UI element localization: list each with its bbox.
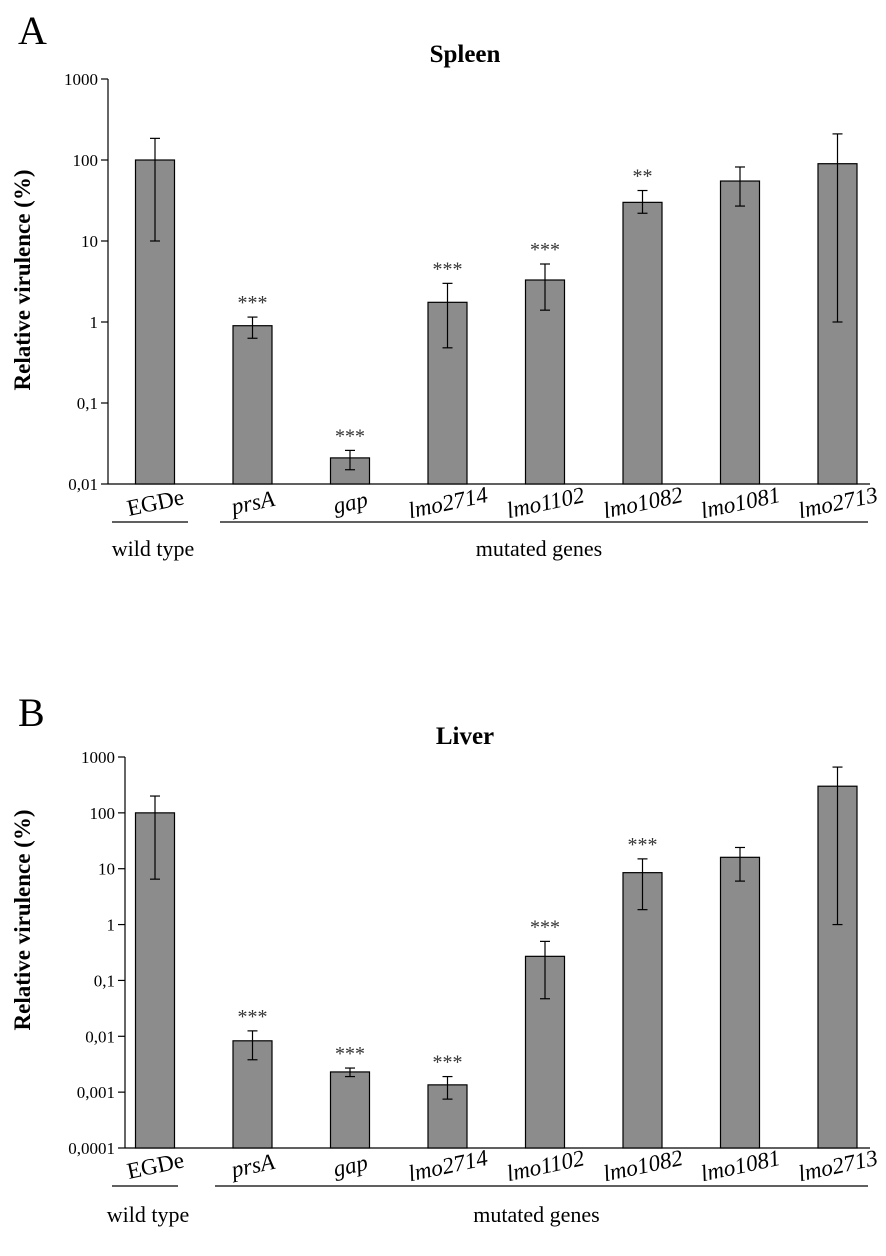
- category-label: lmo1102: [504, 482, 586, 523]
- y-tick-label: 1: [90, 313, 99, 332]
- group-label: mutated genes: [473, 1202, 599, 1227]
- significance-mark: ***: [433, 258, 463, 280]
- category-label: lmo2714: [406, 1145, 490, 1186]
- panel-b-y-axis-label: Relative virulence (%): [10, 810, 35, 1031]
- category-label: gap: [331, 487, 370, 519]
- panel-a-y-axis-label: Relative virulence (%): [10, 170, 35, 391]
- panel-b-letter: B: [18, 690, 45, 735]
- category-label: gap: [331, 1150, 370, 1182]
- category-label: prsA: [227, 486, 278, 520]
- category-label: lmo1082: [601, 1145, 685, 1186]
- y-tick-label: 0,1: [77, 394, 98, 413]
- panel-a-chart: A Spleen Relative virulence (%) 0,01 0,1 1…: [10, 8, 880, 561]
- significance-mark: ***: [238, 292, 268, 314]
- panel-a-group-labels: wild type mutated genes: [112, 521, 868, 561]
- significance-mark: ***: [433, 1052, 463, 1074]
- panel-a-category-labels: EGDe prsA gap lmo2714 lmo1102 lmo1082 lmo1081 l…: [125, 482, 880, 523]
- category-label: EGDe: [125, 1147, 186, 1183]
- group-label: wild type: [107, 1202, 190, 1227]
- category-label: lmo1102: [504, 1145, 586, 1186]
- significance-mark: ***: [335, 425, 365, 447]
- bar-lmo1081: [719, 180, 761, 485]
- significance-mark: ***: [530, 916, 560, 938]
- y-tick-label: 0,1: [94, 971, 115, 990]
- panel-b-title: Liver: [436, 723, 494, 750]
- group-label: mutated genes: [476, 536, 602, 561]
- bar-lmo1081: [719, 856, 761, 1149]
- category-label: lmo1082: [601, 482, 685, 523]
- group-label: wild type: [112, 536, 195, 561]
- significance-mark: ***: [335, 1043, 365, 1065]
- y-tick-label: 0,0001: [68, 1139, 115, 1158]
- significance-mark: ***: [530, 239, 560, 261]
- panel-b-error-bars: [150, 766, 843, 1100]
- y-tick-label: 1000: [81, 748, 115, 767]
- significance-mark: ***: [628, 834, 658, 856]
- panel-b-bars: [134, 785, 858, 1149]
- category-label: lmo1081: [698, 482, 782, 523]
- category-label: prsA: [227, 1149, 278, 1183]
- panel-b-y-ticks: 0,0001 0,001 0,01 0,1 1 10 100 1000: [68, 748, 125, 1158]
- panel-b-group-labels: wild type mutated genes: [107, 1185, 868, 1227]
- y-tick-label: 100: [90, 804, 116, 823]
- bar-prsA: [232, 325, 273, 485]
- category-label: EGDe: [125, 484, 186, 520]
- bar-lmo1082: [622, 872, 663, 1149]
- panel-b-chart: B Liver Relative virulence (%) 0,00010,0…: [10, 690, 880, 1227]
- y-tick-label: 1: [107, 916, 116, 935]
- y-tick-label: 10: [98, 860, 115, 879]
- y-tick-label: 1000: [64, 70, 98, 89]
- y-tick-label: 0,01: [85, 1027, 115, 1046]
- panel-a-y-ticks: 0,01 0,1 1 10 100 1000: [64, 70, 108, 494]
- bar-lmo1102: [524, 279, 566, 485]
- bar-lmo2713: [817, 785, 858, 1149]
- panel-a-title: Spleen: [430, 41, 501, 68]
- category-label: lmo2714: [406, 482, 490, 523]
- panel-a-significance-marks: **************: [238, 166, 653, 448]
- bar-gap: [329, 1071, 371, 1149]
- panel-a-bars: [134, 159, 858, 485]
- y-tick-label: 100: [73, 151, 99, 170]
- significance-mark: **: [633, 166, 653, 188]
- panel-a-letter: A: [18, 8, 47, 53]
- bar-lmo1082: [622, 201, 663, 485]
- panel-b-category-labels: EGDe prsA gap lmo2714 lmo1102 lmo1082 lmo1081 l…: [125, 1145, 880, 1186]
- panel-b-significance-marks: *** *** *** *** ***: [238, 834, 658, 1074]
- y-tick-label: 0,01: [68, 475, 98, 494]
- category-label: lmo2713: [796, 482, 880, 523]
- category-label: lmo2713: [796, 1145, 880, 1186]
- significance-mark: ***: [238, 1006, 268, 1028]
- panel-a-error-bars: [150, 133, 843, 471]
- y-tick-label: 10: [81, 232, 98, 251]
- category-label: lmo1081: [698, 1145, 782, 1186]
- y-tick-label: 0,001: [77, 1083, 115, 1102]
